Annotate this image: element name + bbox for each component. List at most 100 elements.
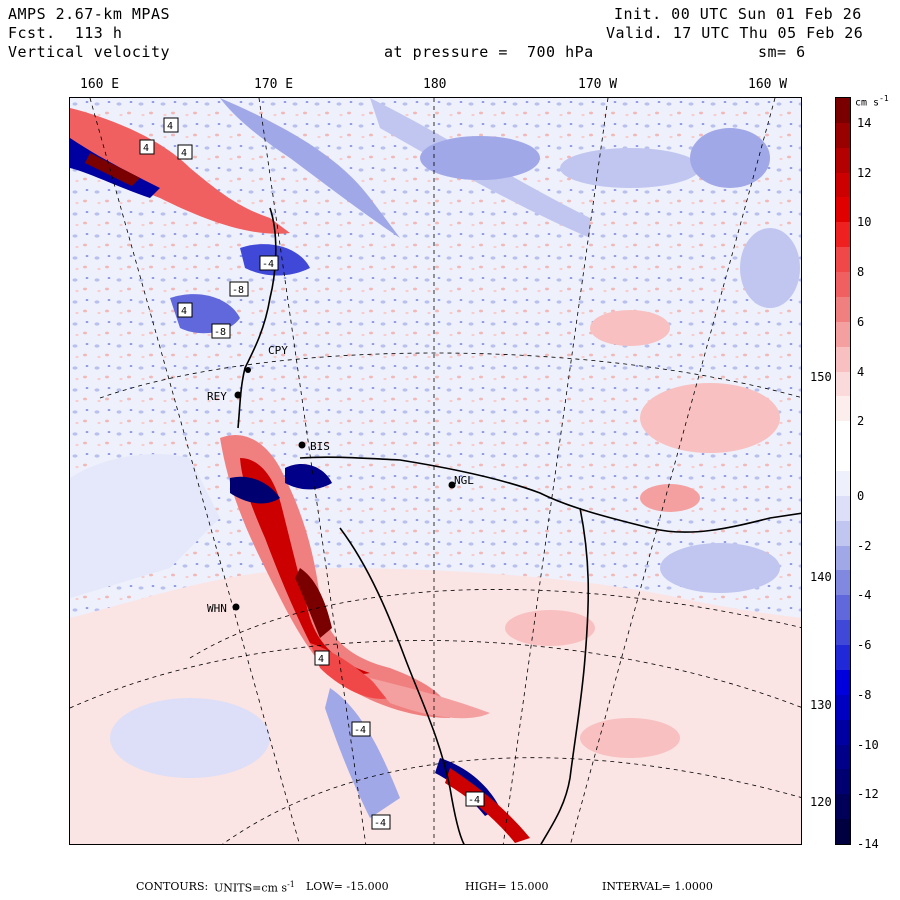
- units-label: UNITS=cm s: [214, 881, 288, 895]
- colorbar-segment: [836, 595, 850, 621]
- station-label-cpy: CPY: [268, 344, 288, 357]
- eastern-pink-patch: [640, 383, 780, 453]
- station-dot-bis: [298, 441, 306, 449]
- station-dot-whn: [232, 603, 240, 611]
- colorbar-tick-label: 0: [857, 488, 865, 503]
- colorbar-segment: [836, 545, 850, 572]
- smoothing-value: sm= 6: [758, 43, 806, 61]
- ridge-pink-plume: [370, 678, 490, 719]
- low-label: LOW=: [306, 880, 343, 893]
- model-title: AMPS 2.67-km MPAS: [8, 5, 171, 23]
- station-dot-rey: [234, 391, 242, 399]
- graticule: [70, 98, 801, 844]
- init-time: Init. 00 UTC Sun 01 Feb 26: [614, 5, 862, 23]
- interval-value: 1.0000: [674, 880, 713, 893]
- marker-box: [163, 117, 179, 133]
- colorbar-tick-label: 10: [857, 215, 872, 230]
- western-blue-patch: [110, 698, 270, 778]
- northwest-red-core: [85, 153, 140, 186]
- colorbar-unit: cm s-1: [855, 94, 889, 108]
- colorbar-segment: [836, 669, 850, 696]
- southern-blue-strip: [325, 688, 400, 818]
- colorbar-segment: [836, 694, 850, 721]
- marker-value: 4: [181, 148, 187, 159]
- colorbar-tick-label: -14: [857, 837, 879, 851]
- marker-value: -8: [232, 285, 244, 296]
- colorbar-segment: [836, 321, 850, 348]
- eastern-pink-patch: [640, 484, 700, 512]
- colorbar-tick-label: -12: [857, 787, 879, 802]
- interval-label: INTERVAL=: [602, 880, 671, 893]
- colorbar-segment: [836, 346, 850, 373]
- marker-value: -4: [262, 259, 274, 270]
- station-label-whn: WHN: [207, 602, 227, 615]
- forecast-value: 113 h: [74, 24, 123, 42]
- parallel: [189, 589, 801, 659]
- shelf-pink-patch: [505, 610, 595, 646]
- west-blue-field: [70, 454, 220, 598]
- colorbar-segment: [836, 296, 850, 323]
- contours-label: CONTOURS:: [136, 880, 209, 893]
- parallel: [99, 352, 801, 399]
- pressure-value: 700 hPa: [526, 43, 594, 61]
- units-info: UNITS=cm s-1: [214, 880, 295, 895]
- meridian-170e: [258, 98, 367, 844]
- mountain-lee-blue: [285, 463, 332, 490]
- colorbar-segment: [836, 769, 850, 795]
- forecast-label: Fcst.: [8, 24, 56, 42]
- forecast-hour: Fcst. 113 h: [8, 24, 122, 42]
- colorbar-segment: [836, 396, 850, 422]
- mountain-ridge-peak: [295, 568, 332, 638]
- shelf-pink-patch: [580, 718, 680, 758]
- ridge-red-extension: [310, 643, 390, 699]
- field-name: Vertical velocity: [8, 43, 171, 61]
- marker-box: [314, 650, 330, 666]
- mountain-ridge-core: [240, 458, 370, 674]
- station-label-bis: BIS: [310, 440, 330, 453]
- colorbar-segment: [836, 446, 850, 472]
- grounding-line: [540, 507, 590, 844]
- units-exp: -1: [287, 880, 295, 889]
- high-value: 15.000: [510, 880, 549, 893]
- colorbar-unit-exp: -1: [879, 94, 889, 103]
- colorbar-segment: [836, 645, 850, 671]
- colorbar-tick-label: -6: [857, 638, 872, 653]
- station-label-rey: REY: [207, 390, 227, 403]
- marker-value: 4: [167, 121, 173, 132]
- marker-box: [177, 144, 193, 160]
- northern-blue-patch: [560, 148, 700, 188]
- meridian-160w: [570, 98, 776, 844]
- eastern-pink-patch: [590, 310, 670, 346]
- colorbar: [835, 97, 851, 845]
- colorbar-segment: [836, 147, 850, 174]
- meridian-170w: [502, 98, 609, 844]
- marker-value: 4: [143, 143, 149, 154]
- colorbar-segment: [836, 495, 850, 522]
- lon-label-160e: 160 E: [80, 77, 120, 92]
- colorbar-segment: [836, 197, 850, 223]
- high-info: HIGH= 15.000: [465, 880, 549, 893]
- colorbar-unit-text: cm s: [855, 97, 880, 109]
- colorbar-segment: [836, 247, 850, 273]
- northern-blue-patch: [420, 136, 540, 180]
- marker-box: [259, 255, 279, 271]
- marker-box: [465, 791, 485, 807]
- colorbar-segment: [836, 222, 850, 248]
- marker-value: -4: [374, 818, 386, 829]
- colorbar-tick-label: 12: [857, 165, 872, 180]
- colorbar-segment: [836, 620, 850, 646]
- marker-box: [177, 302, 193, 318]
- map-panel[interactable]: CPY REY BIS NGL WHN 4 4 4 -4 -8 4 -8 -4 …: [69, 97, 802, 845]
- meridian-160e: [89, 98, 300, 844]
- coastline: [237, 207, 801, 844]
- station-label-ngl: NGL: [454, 474, 474, 487]
- southern-red-core: [445, 768, 530, 843]
- marker-box: [371, 814, 391, 830]
- colorbar-tick-label: 2: [857, 414, 865, 429]
- colorbar-segment: [836, 570, 850, 596]
- colorbar-tick-label: 6: [857, 314, 865, 329]
- eastern-blue-patch: [740, 228, 800, 308]
- valid-time: Valid. 17 UTC Thu 05 Feb 26: [606, 24, 864, 42]
- high-label: HIGH=: [465, 880, 507, 893]
- colorbar-segment: [836, 371, 850, 397]
